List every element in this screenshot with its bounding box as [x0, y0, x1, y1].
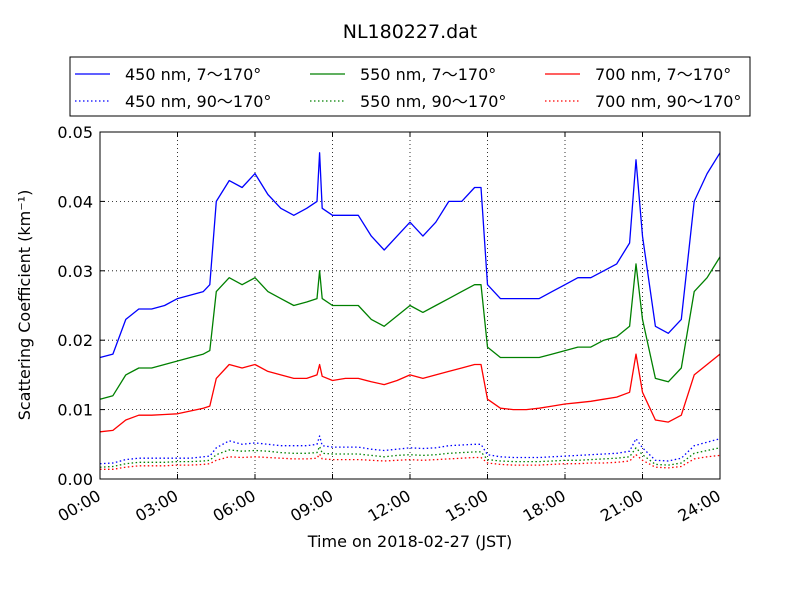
y-tick-label: 0.02 — [57, 331, 93, 350]
legend-label: 450 nm, 7～170° — [125, 65, 261, 84]
series-line — [99, 256, 721, 400]
legend-box — [69, 56, 751, 117]
series-line — [100, 453, 721, 470]
chart-title: NL180227.dat — [343, 21, 478, 43]
legend-label: 550 nm, 7～170° — [360, 65, 496, 84]
y-tick-label: 0.04 — [57, 192, 93, 211]
y-axis-label: Scattering Coefficient (km⁻¹) — [15, 190, 34, 421]
legend-label: 550 nm, 90～170° — [360, 92, 506, 111]
series-line — [99, 353, 721, 433]
y-tick-labels: 0.00 0.01 0.02 0.03 0.04 0.05 — [57, 123, 93, 489]
series-line — [99, 152, 721, 359]
x-axis-label: Time on 2018-02-27 (JST) — [307, 532, 512, 551]
legend-label: 700 nm, 7～170° — [595, 65, 731, 84]
y-tick-label: 0.05 — [57, 123, 93, 142]
series-group — [99, 152, 721, 470]
y-tick-label: 0.03 — [57, 262, 93, 281]
y-tick-label: 0.00 — [57, 470, 93, 489]
legend-label: 700 nm, 90～170° — [595, 92, 741, 111]
legend-label: 450 nm, 90～170° — [125, 92, 271, 111]
series-line — [99, 435, 721, 465]
legend: 450 nm, 7～170° 550 nm, 7～170° 700 nm, 7～17… — [69, 56, 751, 117]
axis-ticks — [99, 131, 721, 480]
series-line — [99, 445, 721, 468]
y-tick-label: 0.01 — [57, 401, 93, 420]
